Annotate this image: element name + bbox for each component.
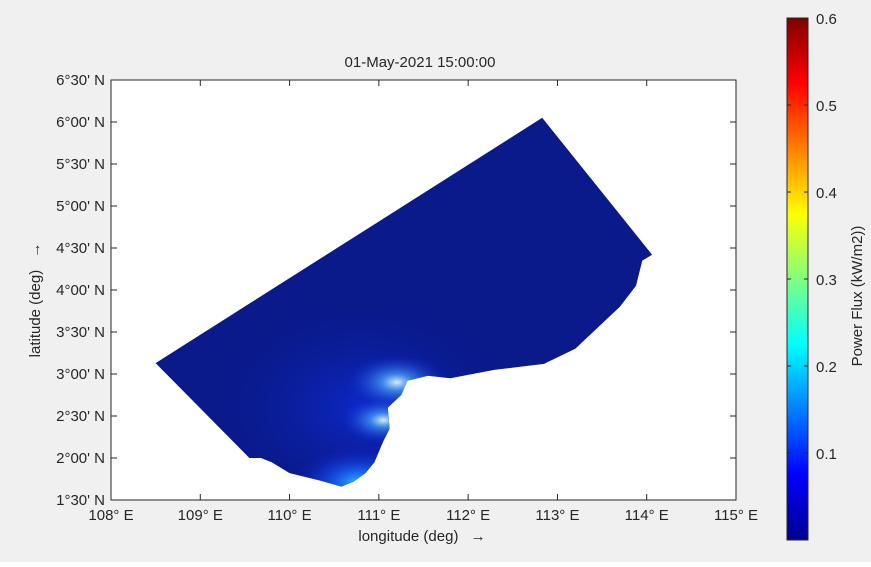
chart-title: 01-May-2021 15:00:00 bbox=[345, 54, 496, 71]
y-axis-label: latitude (deg) → bbox=[27, 243, 44, 358]
y-tick-label: 1°30' N bbox=[56, 492, 105, 509]
y-tick-label: 4°00' N bbox=[56, 282, 105, 299]
y-tick-label: 2°30' N bbox=[56, 408, 105, 425]
colorbar-tick-label: 0.1 bbox=[816, 446, 837, 463]
y-tick-label: 2°00' N bbox=[56, 450, 105, 467]
y-tick-label: 5°00' N bbox=[56, 198, 105, 215]
x-tick-label: 115° E bbox=[714, 507, 758, 524]
colorbar-label: Power Flux (kW/m2)) bbox=[849, 226, 866, 367]
x-tick-label: 112° E bbox=[446, 507, 490, 524]
y-tick-label: 4°30' N bbox=[56, 240, 105, 257]
y-tick-label: 3°30' N bbox=[56, 324, 105, 341]
y-axis-label-text: latitude (deg) bbox=[27, 270, 44, 358]
x-tick-label: 113° E bbox=[535, 507, 579, 524]
x-tick-label: 109° E bbox=[178, 507, 223, 524]
x-axis-label: longitude (deg) → bbox=[358, 528, 485, 545]
y-tick-label: 5°30' N bbox=[56, 156, 105, 173]
y-tick-label: 6°00' N bbox=[56, 114, 105, 131]
x-tick-label: 108° E bbox=[88, 507, 133, 524]
colorbar-tick-label: 0.2 bbox=[816, 359, 837, 376]
colorbar-tick-label: 0.3 bbox=[816, 272, 837, 289]
colorbar-ticks: 0.1 0.2 0.3 0.4 0.5 0.6 bbox=[787, 11, 837, 463]
colorbar-tick-label: 0.4 bbox=[816, 185, 837, 202]
x-axis-label-text: longitude (deg) bbox=[358, 528, 458, 545]
y-tick-label: 6°30' N bbox=[56, 72, 105, 89]
y-axis-arrow: → bbox=[27, 243, 44, 258]
x-axis: 108° E 109° E 110° E 111° E 112° E 113° E 114°… bbox=[88, 80, 758, 524]
x-tick-label: 111° E bbox=[357, 507, 400, 524]
colorbar-tick-label: 0.5 bbox=[816, 98, 837, 115]
y-axis: 1°30' N 2°00' N 2°30' N 3°00' N 3°30' N 4°00'… bbox=[56, 72, 736, 509]
x-tick-label: 110° E bbox=[268, 507, 312, 524]
x-tick-label: 114° E bbox=[625, 507, 669, 524]
x-axis-arrow: → bbox=[471, 528, 486, 545]
y-tick-label: 3°00' N bbox=[56, 366, 105, 383]
colorbar-tick-label: 0.6 bbox=[816, 11, 837, 28]
